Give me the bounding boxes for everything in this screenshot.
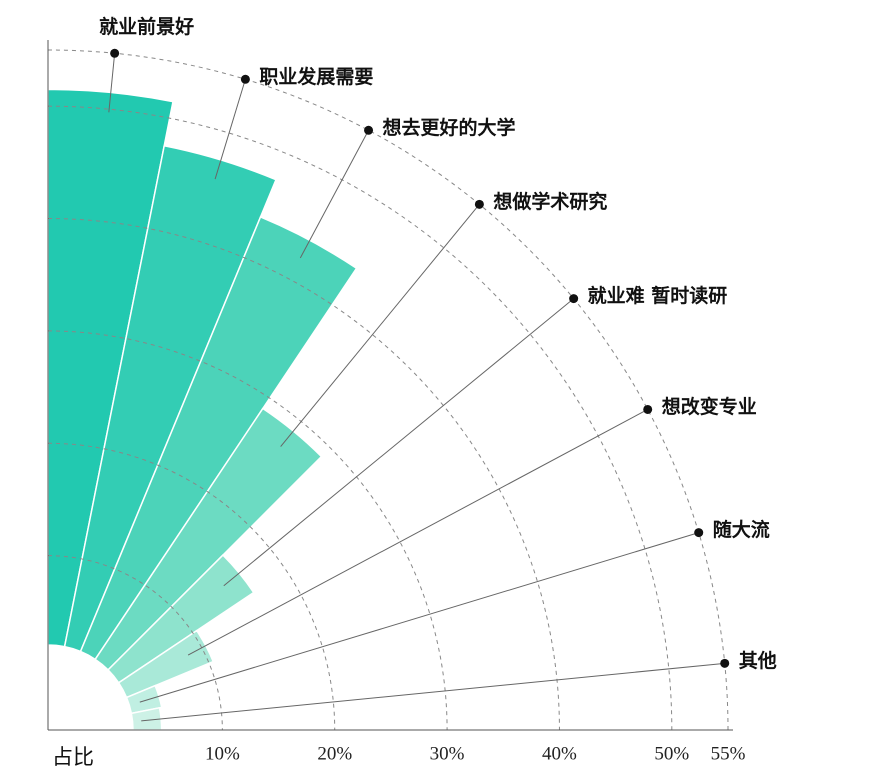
leader-line [139,532,699,703]
leader-dot [474,199,484,209]
category-label: 想改变专业 [662,395,757,418]
category-label: 其他 [739,649,777,672]
leader-dot [364,125,374,135]
grid-arc [47,555,223,731]
grid-arc [47,218,560,731]
leader-line [214,79,246,180]
tick-label: 50% [654,743,689,764]
category-label: 就业难 暂时读研 [588,284,728,307]
tick-label: 30% [430,743,465,764]
tick-label: 55% [711,743,746,764]
leader-dot [643,404,653,414]
tick-label: 40% [542,743,577,764]
category-label: 想去更好的大学 [383,116,516,139]
leader-line [108,53,116,113]
category-label: 职业发展需要 [259,65,373,88]
leader-line [280,204,480,447]
grid-arc [47,49,729,731]
category-label: 就业前景好 [99,15,194,38]
leader-dot [569,294,579,304]
leader-dot [240,74,250,84]
tick-label: 10% [205,743,240,764]
hole [48,645,133,730]
leader-dot [694,528,704,538]
grid-arc [47,105,673,731]
leader-line [299,130,369,259]
grid-arc [47,442,336,731]
leader-line [141,662,725,722]
tick-label: 20% [317,743,352,764]
axis-label: 占比 [52,745,94,769]
leader-dot [110,48,120,58]
category-label: 想做学术研究 [493,190,607,213]
grid-arc [47,330,448,731]
leader-dot [720,658,730,668]
leader-line [187,409,648,656]
leader-line [223,298,574,587]
category-label: 随大流 [713,518,770,541]
